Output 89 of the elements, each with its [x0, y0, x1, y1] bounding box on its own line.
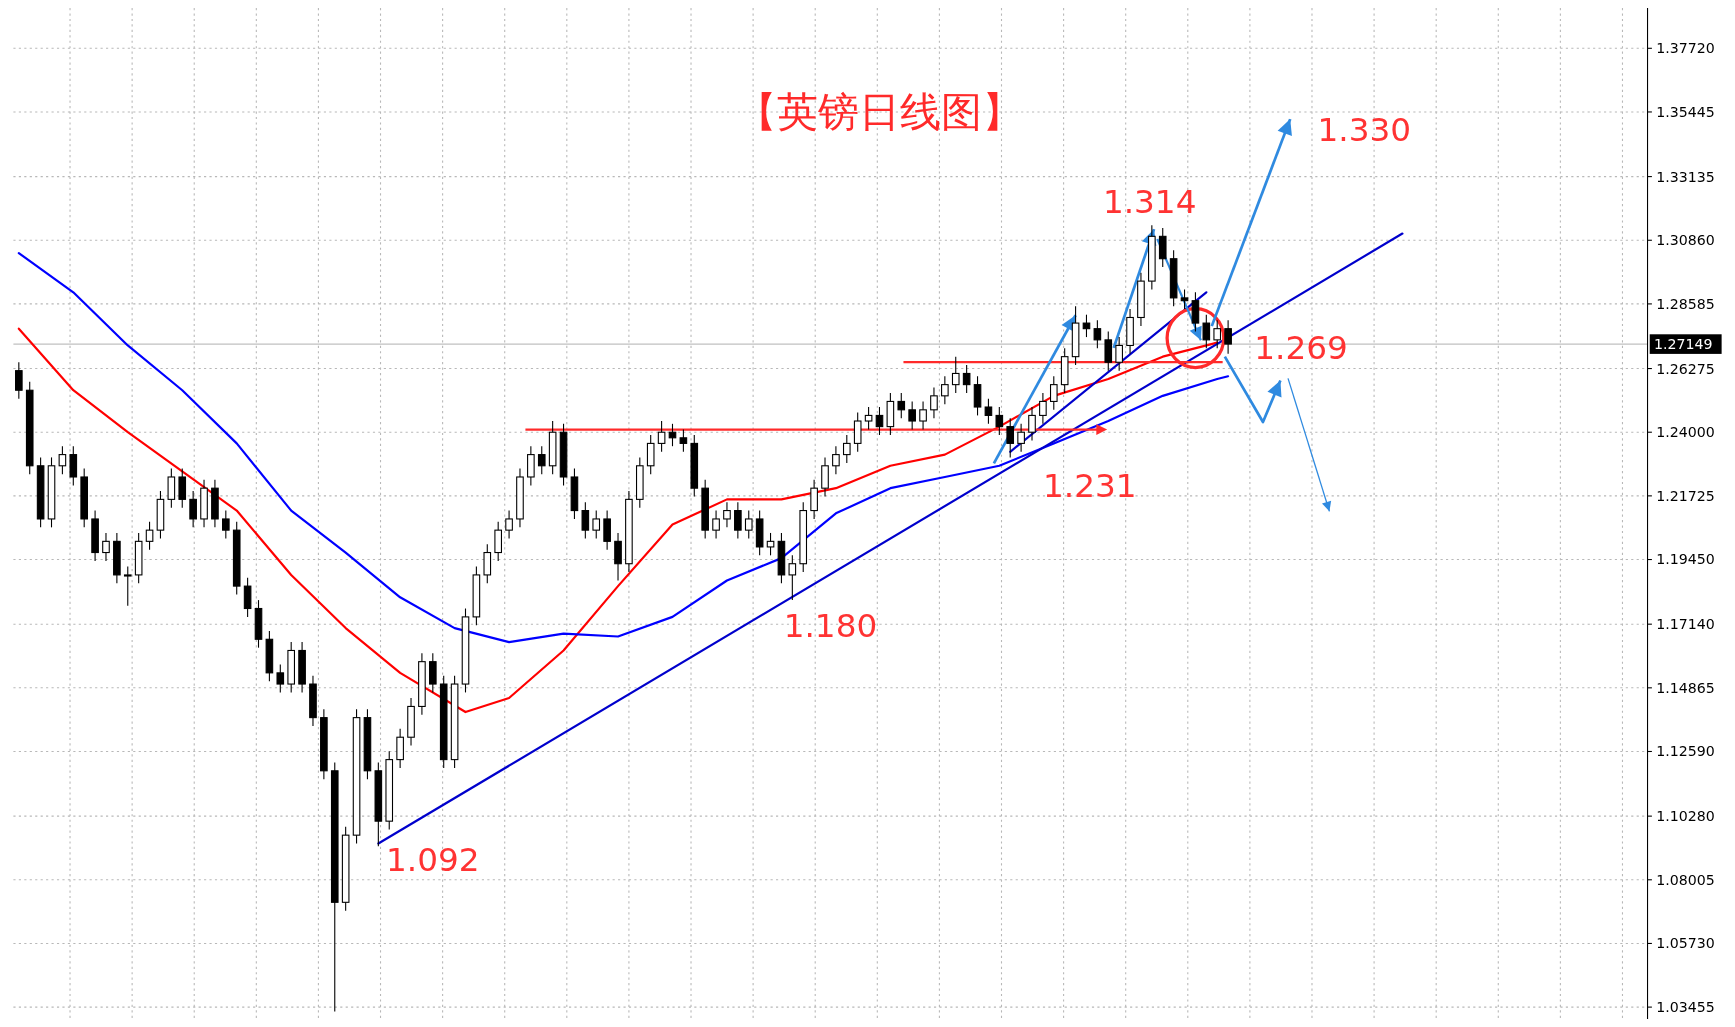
- candlestick: [984, 398, 993, 425]
- y-tick-label: 1.12590: [1656, 743, 1715, 760]
- candlestick: [429, 652, 437, 693]
- candlestick: [189, 490, 197, 528]
- candlestick: [810, 479, 818, 520]
- candlestick: [1049, 375, 1058, 411]
- candlestick: [962, 364, 971, 394]
- candlestick: [505, 510, 513, 540]
- candlestick: [1093, 319, 1102, 349]
- candlestick: [897, 392, 906, 419]
- candlestick: [1017, 423, 1025, 453]
- candlestick: [1028, 406, 1036, 442]
- y-tick-label: 1.33135: [1656, 168, 1715, 185]
- y-tick-label: 1.21725: [1656, 487, 1715, 504]
- line-series: [17, 252, 1230, 644]
- candlestick: [875, 406, 884, 436]
- y-tick-label: 1.24000: [1656, 424, 1715, 441]
- annotation: 1.269: [1254, 329, 1348, 368]
- y-tick-label: 1.14865: [1656, 679, 1715, 696]
- candlestick: [679, 428, 688, 453]
- candlestick: [1158, 227, 1167, 268]
- candlestick: [178, 468, 187, 509]
- candlestick: [941, 375, 949, 405]
- candlestick: [1039, 392, 1047, 425]
- candlestick: [167, 468, 176, 509]
- candlestick: [69, 445, 78, 486]
- ref-line-label: 1.27149: [1654, 336, 1713, 353]
- candlestick: [1202, 314, 1211, 349]
- y-tick-label: 1.10280: [1656, 808, 1715, 825]
- candlestick: [908, 400, 916, 430]
- annotation: 1.231: [1042, 466, 1137, 505]
- candlestick: [1082, 314, 1091, 338]
- candlestick: [657, 420, 666, 453]
- candlestick: [102, 532, 110, 562]
- candlestick: [995, 406, 1004, 436]
- candlestick: [276, 663, 285, 693]
- y-tick-label: 1.28585: [1656, 295, 1715, 312]
- y-tick-label: 1.26275: [1656, 360, 1715, 377]
- y-tick-label: 1.30860: [1656, 232, 1715, 249]
- candlestick: [123, 565, 132, 607]
- candlestick: [788, 554, 797, 601]
- candlestick: [853, 412, 862, 453]
- candlestick: [603, 510, 611, 551]
- candlestick: [1180, 288, 1189, 310]
- candlestick: [592, 510, 601, 540]
- candlestick: [581, 501, 590, 540]
- candlestick: [864, 406, 873, 430]
- candlestick: [1006, 417, 1015, 458]
- candlestick: [744, 510, 753, 540]
- y-tick-label: 1.35445: [1656, 103, 1715, 120]
- candlestick: [766, 532, 775, 556]
- text: 【英镑日线图】: [735, 87, 1023, 136]
- candlestick: [537, 445, 546, 475]
- candlestick: [712, 510, 720, 540]
- candlestick: [1104, 330, 1113, 372]
- candlestick: [222, 510, 230, 540]
- y-tick-label: 1.19450: [1656, 551, 1715, 568]
- candlestick: [494, 521, 502, 562]
- y-tick-label: 1.37720: [1656, 40, 1715, 57]
- candlestick: [951, 356, 960, 394]
- annotation: 1.180: [783, 607, 878, 646]
- candlestick: [646, 434, 655, 475]
- line-series: [17, 327, 1219, 714]
- annotation: 1.330: [1317, 111, 1412, 150]
- candlestick: [919, 400, 927, 430]
- candlestick: [973, 375, 982, 416]
- candlestick: [483, 543, 492, 584]
- candlestick: [527, 445, 535, 486]
- candlestick: [243, 577, 252, 618]
- candlestick: [58, 445, 67, 475]
- candlestick: [15, 361, 23, 400]
- candlestick: [614, 532, 622, 582]
- y-tick-label: 1.17140: [1656, 616, 1715, 633]
- candlestick: [145, 521, 154, 551]
- candlestick: [821, 456, 829, 498]
- candlestick: [1213, 319, 1222, 349]
- candlestick: [734, 501, 742, 540]
- y-tick-label: 1.03455: [1656, 999, 1715, 1016]
- candlestick: [832, 445, 840, 475]
- candlestick: [723, 501, 731, 528]
- annotation: 1.092: [386, 841, 480, 880]
- candlestick: [396, 728, 404, 769]
- candlestick: [1224, 319, 1232, 355]
- candlestick: [930, 386, 938, 419]
- y-tick-label: 1.08005: [1656, 871, 1715, 888]
- candlestick: [1115, 336, 1123, 372]
- candlestick: [842, 434, 851, 464]
- y-tick-label: 1.05730: [1656, 935, 1715, 952]
- annotation: 1.314: [1102, 183, 1197, 222]
